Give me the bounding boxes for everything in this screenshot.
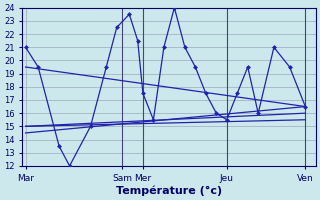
X-axis label: Température (°c): Température (°c) <box>116 185 222 196</box>
